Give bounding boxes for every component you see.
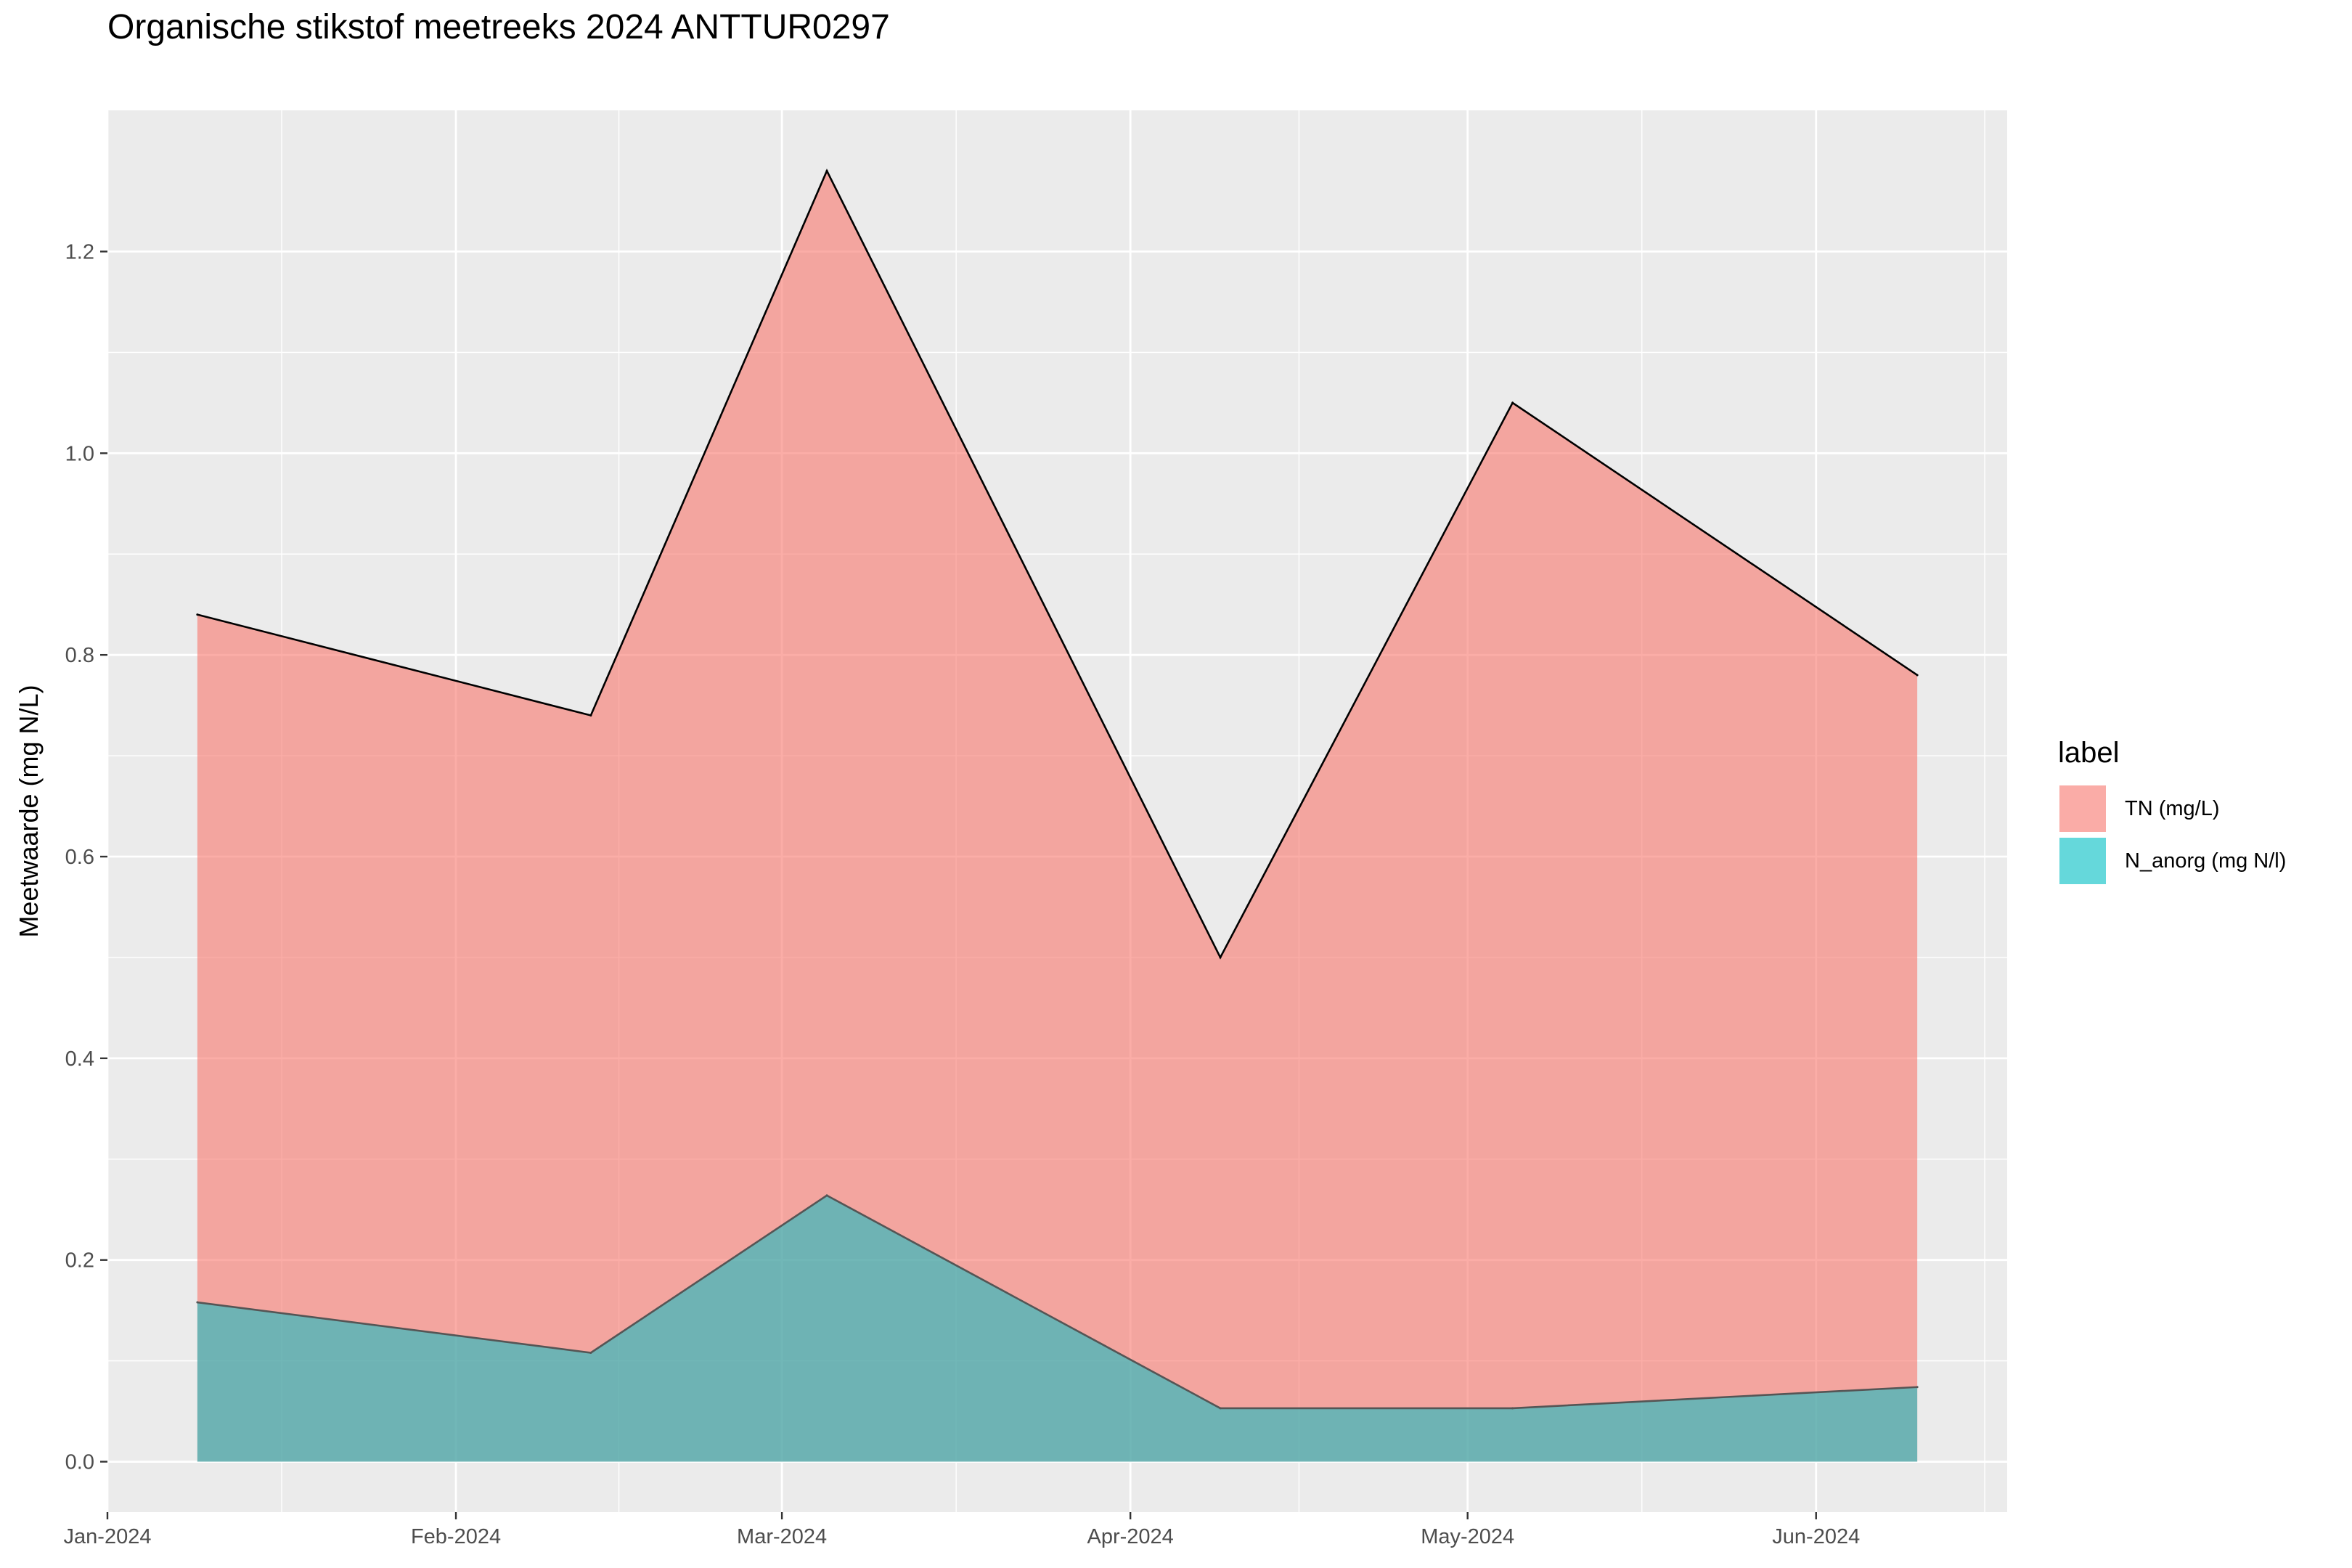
x-tick-label: Jun-2024 bbox=[1772, 1525, 1860, 1548]
legend-swatch-tn bbox=[2058, 784, 2107, 833]
area-series bbox=[196, 168, 1919, 1462]
data-point bbox=[1511, 1407, 1514, 1410]
data-point bbox=[1916, 674, 1919, 677]
y-tick-label: 0.8 bbox=[65, 644, 94, 667]
data-point bbox=[589, 1352, 592, 1355]
y-tick-label: 0.2 bbox=[65, 1249, 94, 1273]
data-point bbox=[196, 613, 199, 616]
data-point bbox=[1916, 1386, 1919, 1389]
x-tick-label: Feb-2024 bbox=[411, 1525, 501, 1548]
axes: 0.0 0.2 0.4 0.6 0.8 1.0 1.2 Jan-2024 Feb-2024 Mar… bbox=[64, 240, 1861, 1548]
data-point bbox=[1219, 1407, 1222, 1410]
area-n-anorg bbox=[197, 1195, 1918, 1462]
data-point bbox=[1219, 956, 1222, 959]
legend-item-tn: TN (mg/L) bbox=[2058, 783, 2286, 835]
y-tick-label: 0.0 bbox=[65, 1451, 94, 1474]
chart-title: Organische stikstof meetreeks 2024 ANTTU… bbox=[107, 8, 890, 46]
data-point bbox=[825, 1194, 828, 1197]
x-tick-label: May-2024 bbox=[1421, 1525, 1514, 1548]
line-tn bbox=[197, 168, 1918, 960]
x-tick-label: Jan-2024 bbox=[64, 1525, 152, 1548]
data-point bbox=[196, 1301, 199, 1304]
y-tick-label: 0.6 bbox=[65, 846, 94, 869]
y-tick-label: 0.4 bbox=[65, 1048, 94, 1071]
legend-title: label bbox=[2058, 737, 2120, 769]
y-tick-label: 1.2 bbox=[65, 240, 94, 264]
data-point bbox=[1511, 401, 1514, 404]
area-tn bbox=[197, 171, 1918, 1462]
legend-label-n-anorg: N_anorg (mg N/l) bbox=[2125, 849, 2287, 873]
line-n-anorg bbox=[197, 1194, 1918, 1410]
legend: label TN (mg/L) N_anorg (mg N/l) bbox=[2058, 737, 2286, 887]
legend-swatch-n-anorg bbox=[2058, 836, 2107, 886]
x-tick-label: Mar-2024 bbox=[737, 1525, 827, 1548]
data-point bbox=[589, 714, 592, 717]
legend-item-n-anorg: N_anorg (mg N/l) bbox=[2058, 835, 2286, 887]
y-tick-label: 1.0 bbox=[65, 442, 94, 465]
x-tick-label: Apr-2024 bbox=[1087, 1525, 1173, 1548]
legend-label-tn: TN (mg/L) bbox=[2125, 796, 2220, 820]
y-axis-title: Meetwaarde (mg N/L) bbox=[14, 685, 44, 937]
data-point bbox=[825, 169, 828, 172]
